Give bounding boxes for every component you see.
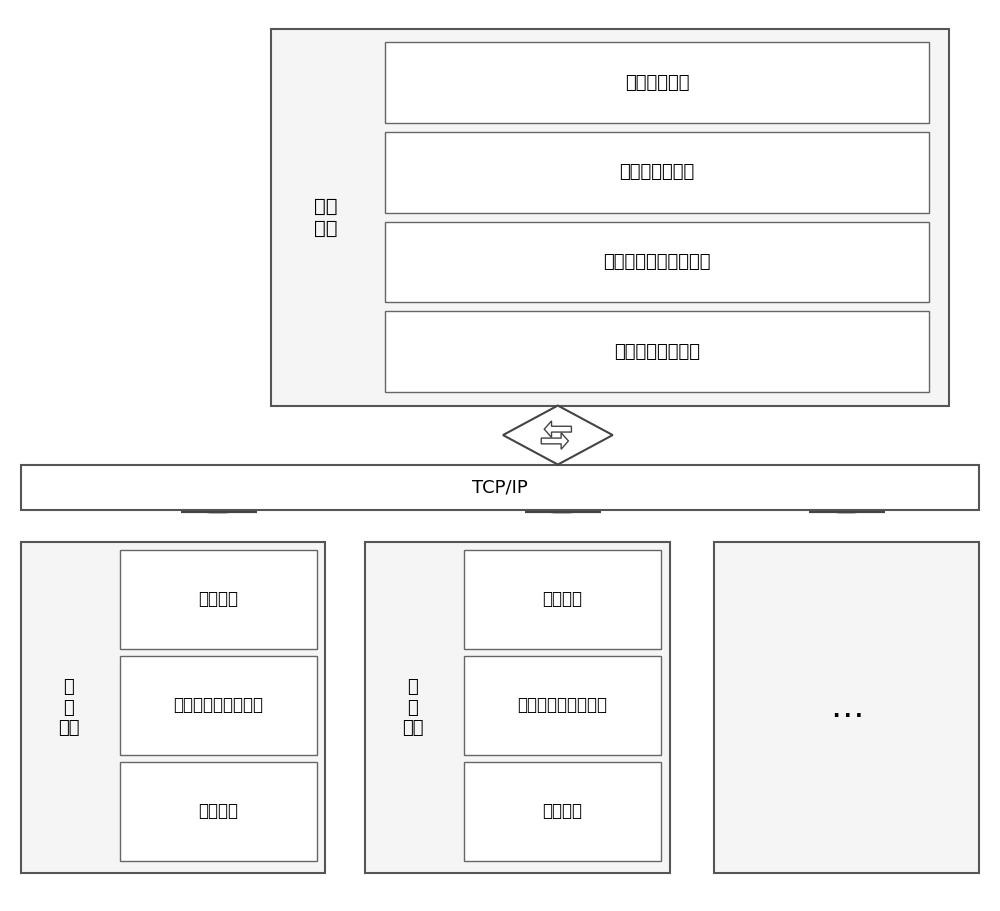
Bar (714, 542, 979, 874)
Text: 通知备调系统同步确认: 通知备调系统同步确认 (603, 253, 711, 271)
Text: …: … (830, 691, 863, 724)
Bar (385, 132, 929, 212)
Bar (464, 656, 661, 754)
Text: 同步检测: 同步检测 (542, 590, 582, 609)
Text: 模型变更检测: 模型变更检测 (625, 74, 689, 92)
Text: 模型同步流程跟踪: 模型同步流程跟踪 (614, 343, 700, 361)
Text: 同步入库: 同步入库 (198, 803, 238, 820)
Bar (464, 762, 661, 861)
Bar (385, 312, 929, 392)
Polygon shape (541, 433, 568, 449)
Bar (271, 28, 949, 405)
Bar (120, 762, 317, 861)
Text: 同步入库: 同步入库 (542, 803, 582, 820)
Bar (385, 221, 929, 302)
Bar (21, 465, 979, 510)
Text: 自动化同步文件: 自动化同步文件 (619, 163, 695, 181)
Bar (385, 42, 929, 123)
Polygon shape (544, 421, 571, 437)
Text: 同步错误检查及处理: 同步错误检查及处理 (517, 696, 607, 714)
Text: TCP/IP: TCP/IP (472, 478, 528, 496)
Bar (21, 542, 325, 874)
Text: 同步检测: 同步检测 (198, 590, 238, 609)
Bar (120, 550, 317, 649)
Text: 备
调
系统: 备 调 系统 (402, 678, 423, 737)
Text: 备
调
系统: 备 调 系统 (58, 678, 79, 737)
Polygon shape (503, 405, 613, 465)
Bar (120, 656, 317, 754)
Text: 同步错误检查及处理: 同步错误检查及处理 (173, 696, 263, 714)
Bar (365, 542, 670, 874)
Text: 主调
系统: 主调 系统 (314, 197, 337, 238)
Bar (464, 550, 661, 649)
